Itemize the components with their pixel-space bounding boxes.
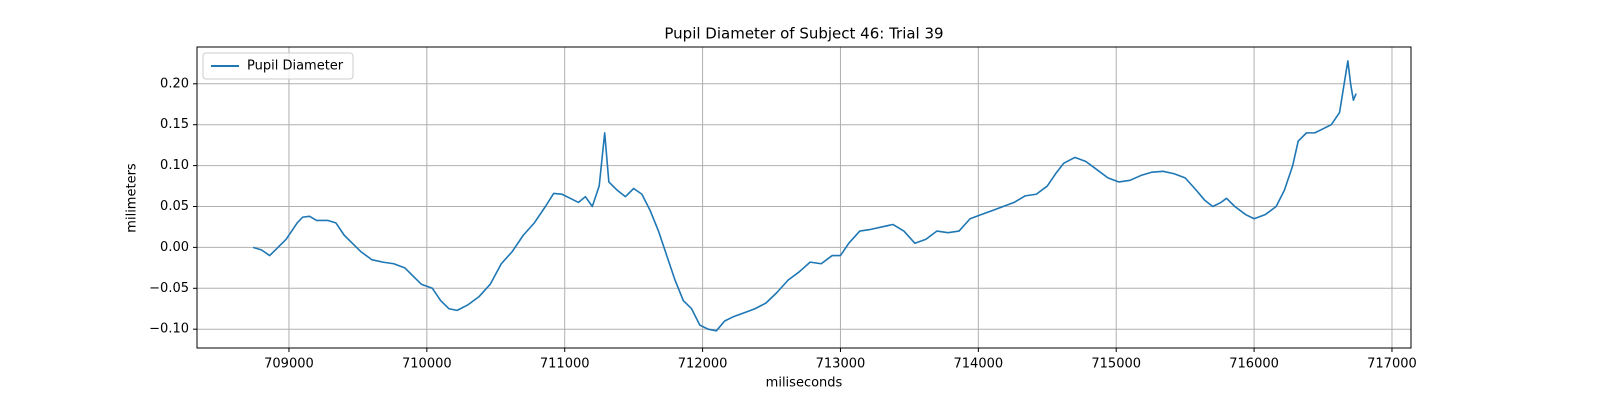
x-tick-label: 709000	[264, 357, 314, 372]
data-line	[252, 60, 1357, 332]
x-tick-label: 711000	[540, 357, 590, 372]
legend-box	[202, 52, 354, 80]
y-tick-label: 0.10	[160, 158, 189, 173]
x-tick-label: 712000	[678, 357, 728, 372]
y-tick-label: 0.05	[160, 199, 189, 214]
y-axis-label: milimeters	[125, 163, 140, 233]
chart-title: Pupil Diameter of Subject 46: Trial 39	[664, 25, 943, 43]
x-tick-label: 710000	[402, 357, 452, 372]
y-tick-label: −0.10	[149, 322, 189, 337]
y-tick-label: −0.05	[149, 281, 189, 296]
x-axis-label: miliseconds	[766, 376, 843, 391]
y-tick-label: 0.15	[160, 117, 189, 132]
x-tick-label: 717000	[1367, 357, 1417, 372]
x-tick-label: 714000	[954, 357, 1004, 372]
x-tick-label: 715000	[1091, 357, 1141, 372]
y-tick-label: 0.20	[160, 76, 189, 91]
x-tick-label: 713000	[816, 357, 866, 372]
plot-frame	[196, 46, 1412, 349]
y-tick-label: 0.00	[160, 240, 189, 255]
legend-label: Pupil Diameter	[247, 59, 344, 74]
x-tick-label: 716000	[1229, 357, 1279, 372]
